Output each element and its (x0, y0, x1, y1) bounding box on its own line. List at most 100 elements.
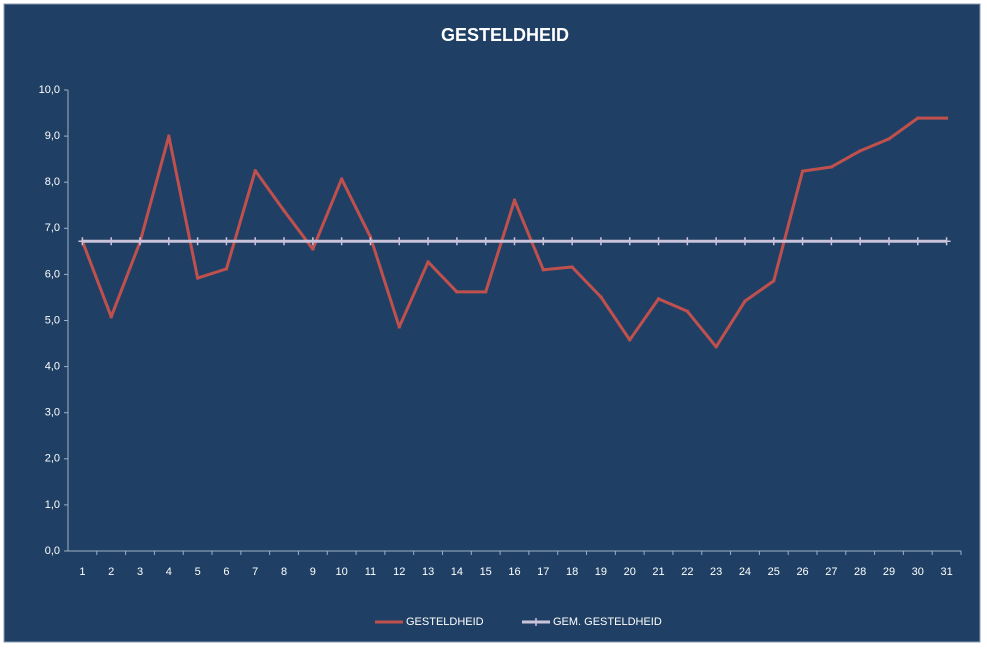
x-tick-label: 10 (336, 566, 348, 578)
x-tick-label: 31 (940, 566, 952, 578)
x-tick-label: 21 (652, 566, 664, 578)
x-tick-label: 17 (537, 566, 549, 578)
point-marker (654, 237, 663, 246)
point-marker (570, 265, 574, 269)
point-marker (366, 237, 375, 246)
point-marker (395, 237, 404, 246)
point-marker (426, 260, 430, 264)
point-marker (280, 237, 289, 246)
x-tick-label: 9 (310, 566, 316, 578)
point-marker (628, 338, 632, 342)
legend-label: GESTELDHEID (406, 616, 484, 628)
point-marker (683, 237, 692, 246)
y-tick-label: 1,0 (45, 499, 60, 511)
x-tick-label: 18 (566, 566, 578, 578)
point-marker (913, 237, 922, 246)
x-tick-label: 8 (281, 566, 287, 578)
x-tick-label: 4 (166, 566, 172, 578)
x-tick-label: 16 (508, 566, 520, 578)
point-marker (397, 325, 401, 329)
point-marker (945, 116, 949, 120)
point-marker (743, 299, 747, 303)
point-marker (510, 237, 519, 246)
x-tick-label: 13 (422, 566, 434, 578)
point-marker (596, 237, 605, 246)
point-marker (884, 237, 893, 246)
y-tick-label: 7,0 (45, 222, 60, 234)
point-marker (455, 290, 459, 294)
x-tick-label: 22 (681, 566, 693, 578)
chart-title: GESTELDHEID (441, 25, 569, 45)
x-tick-label: 2 (108, 566, 114, 578)
x-tick-label: 7 (252, 566, 258, 578)
point-marker (599, 295, 603, 299)
point-marker (222, 237, 231, 246)
point-marker (714, 345, 718, 349)
point-marker (193, 237, 202, 246)
x-tick-label: 14 (451, 566, 463, 578)
point-marker (568, 237, 577, 246)
x-tick-label: 27 (825, 566, 837, 578)
point-marker (340, 177, 344, 181)
x-tick-label: 24 (739, 566, 751, 578)
point-marker (311, 247, 315, 251)
legend-label: GEM. GESTELDHEID (553, 616, 662, 628)
x-tick-label: 15 (480, 566, 492, 578)
point-marker (452, 237, 461, 246)
point-marker (368, 235, 372, 239)
point-marker (251, 237, 260, 246)
point-marker (858, 149, 862, 153)
point-marker (801, 169, 805, 173)
point-marker (769, 237, 778, 246)
point-marker (827, 237, 836, 246)
point-marker (539, 237, 548, 246)
point-marker (337, 237, 346, 246)
x-tick-label: 1 (79, 566, 85, 578)
point-marker (513, 198, 516, 202)
point-marker (887, 137, 891, 141)
y-tick-label: 6,0 (45, 268, 60, 280)
point-marker (107, 237, 116, 246)
point-marker (481, 237, 490, 246)
y-tick-label: 3,0 (45, 407, 60, 419)
x-tick-label: 30 (912, 566, 924, 578)
x-tick-label: 6 (223, 566, 229, 578)
point-marker (829, 165, 833, 169)
point-marker (798, 237, 807, 246)
point-marker (253, 169, 257, 173)
point-marker (541, 268, 545, 272)
chart-background (3, 3, 981, 643)
point-marker (942, 237, 951, 246)
point-marker (164, 237, 173, 246)
y-tick-label: 8,0 (45, 176, 60, 188)
y-tick-label: 4,0 (45, 361, 60, 373)
x-tick-label: 25 (768, 566, 780, 578)
x-tick-label: 3 (137, 566, 143, 578)
x-tick-label: 12 (393, 566, 405, 578)
x-tick-label: 28 (854, 566, 866, 578)
point-marker (772, 279, 776, 283)
y-tick-label: 5,0 (45, 314, 60, 326)
x-tick-label: 5 (195, 566, 201, 578)
x-tick-label: 19 (595, 566, 607, 578)
point-marker (712, 237, 721, 246)
point-marker (224, 267, 228, 271)
point-marker (657, 297, 661, 301)
y-tick-label: 10,0 (39, 84, 60, 96)
point-marker (685, 309, 689, 313)
point-marker (78, 237, 87, 246)
point-marker (196, 276, 200, 280)
point-marker (916, 116, 920, 120)
y-tick-label: 9,0 (45, 130, 60, 142)
point-marker (740, 237, 749, 246)
point-marker (282, 209, 286, 213)
x-tick-label: 20 (624, 566, 636, 578)
point-marker (484, 290, 488, 294)
point-marker (167, 134, 171, 138)
point-marker (856, 237, 865, 246)
x-tick-label: 29 (883, 566, 895, 578)
y-tick-label: 2,0 (45, 453, 60, 465)
x-tick-label: 11 (365, 566, 376, 578)
point-marker (424, 237, 433, 246)
